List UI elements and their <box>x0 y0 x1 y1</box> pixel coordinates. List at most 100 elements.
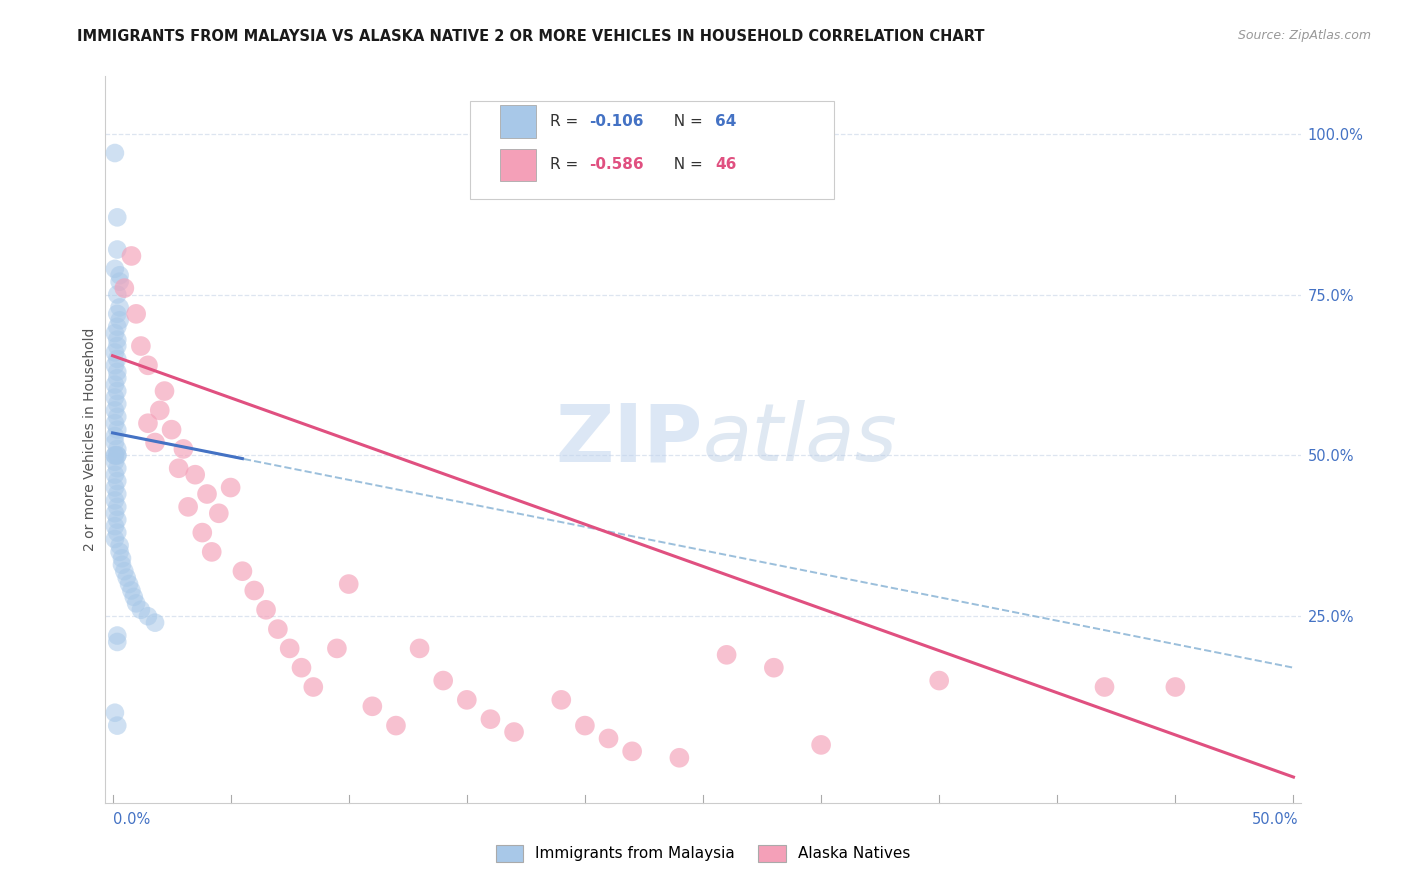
Point <box>108 545 131 559</box>
Text: 50.0%: 50.0% <box>1251 813 1298 828</box>
Point <box>136 359 159 373</box>
Point <box>621 744 644 758</box>
Point <box>550 693 572 707</box>
Point <box>105 243 128 257</box>
Point <box>432 673 454 688</box>
Point <box>104 345 127 359</box>
Text: IMMIGRANTS FROM MALAYSIA VS ALASKA NATIVE 2 OR MORE VEHICLES IN HOUSEHOLD CORREL: IMMIGRANTS FROM MALAYSIA VS ALASKA NATIV… <box>77 29 984 44</box>
Point <box>122 590 145 604</box>
Point <box>104 506 127 520</box>
Point <box>105 461 128 475</box>
Point <box>125 307 148 321</box>
Point <box>574 718 596 732</box>
Point <box>105 423 128 437</box>
Text: 64: 64 <box>716 114 737 128</box>
Point <box>104 391 127 405</box>
Point <box>129 603 152 617</box>
Point <box>219 481 242 495</box>
Point <box>125 596 148 610</box>
Point <box>1164 680 1187 694</box>
Point <box>105 211 128 225</box>
Text: 46: 46 <box>716 157 737 172</box>
FancyBboxPatch shape <box>501 105 536 137</box>
Point <box>104 435 127 450</box>
Point <box>136 609 159 624</box>
Point <box>111 551 134 566</box>
Text: N =: N = <box>664 114 707 128</box>
Point <box>104 706 127 720</box>
Point <box>105 397 128 411</box>
Text: atlas: atlas <box>703 401 898 478</box>
Point <box>115 571 138 585</box>
Point <box>302 680 325 694</box>
Point <box>290 661 312 675</box>
Point <box>762 661 785 675</box>
Point <box>104 326 127 340</box>
Point <box>810 738 832 752</box>
Point <box>105 449 128 463</box>
Point <box>105 333 128 347</box>
Point <box>105 474 128 488</box>
Point <box>928 673 950 688</box>
Point <box>108 539 131 553</box>
Point <box>104 377 127 392</box>
Point <box>201 545 224 559</box>
Point <box>254 603 277 617</box>
Point <box>105 384 128 398</box>
Point <box>105 525 128 540</box>
Point <box>104 481 127 495</box>
Point <box>716 648 738 662</box>
Point <box>385 718 408 732</box>
Point <box>160 423 183 437</box>
Point <box>105 449 128 463</box>
Point <box>104 493 127 508</box>
Point <box>104 449 127 463</box>
Point <box>104 449 127 463</box>
Point <box>108 268 131 283</box>
Point <box>105 500 128 514</box>
Point <box>105 409 128 424</box>
Point <box>108 313 131 327</box>
Point <box>167 461 190 475</box>
Point <box>105 718 128 732</box>
Point <box>105 307 128 321</box>
Point <box>143 435 166 450</box>
Point <box>105 339 128 353</box>
Text: 0.0%: 0.0% <box>112 813 150 828</box>
Point <box>118 577 141 591</box>
Point <box>172 442 194 456</box>
Text: N =: N = <box>664 157 707 172</box>
Point <box>191 525 214 540</box>
FancyBboxPatch shape <box>501 149 536 181</box>
Point <box>105 487 128 501</box>
Point <box>108 275 131 289</box>
Point <box>1094 680 1116 694</box>
Point <box>104 261 127 276</box>
Point <box>105 442 128 456</box>
Point <box>337 577 360 591</box>
Point <box>120 249 142 263</box>
Point <box>184 467 207 482</box>
Text: -0.106: -0.106 <box>589 114 644 128</box>
Point <box>105 287 128 301</box>
Point <box>231 564 253 578</box>
Point <box>195 487 218 501</box>
Point <box>120 583 142 598</box>
Text: R =: R = <box>550 157 583 172</box>
Point <box>129 339 152 353</box>
Point <box>104 532 127 546</box>
Point <box>104 359 127 373</box>
Point <box>104 416 127 430</box>
Point <box>112 281 135 295</box>
Point <box>112 564 135 578</box>
Point <box>104 146 127 161</box>
Point <box>104 455 127 469</box>
Point <box>278 641 301 656</box>
Point <box>598 731 620 746</box>
Point <box>105 365 128 379</box>
FancyBboxPatch shape <box>470 102 835 200</box>
Point <box>177 500 200 514</box>
Point <box>503 725 526 739</box>
Point <box>267 622 290 636</box>
Point <box>104 403 127 417</box>
